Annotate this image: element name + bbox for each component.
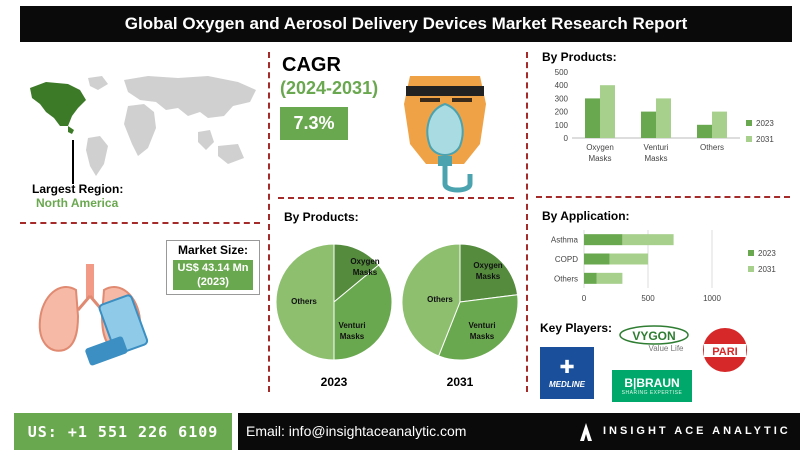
pie-slice-label: Oxygen xyxy=(350,257,379,266)
x-tick-label: 0 xyxy=(582,294,587,303)
pie-slice-label: Masks xyxy=(340,332,365,341)
pie-slice-label: Others xyxy=(427,295,453,304)
x-tick-label: 1000 xyxy=(703,294,721,303)
legend-label-2031: 2031 xyxy=(758,265,776,274)
x-tick-label: Oxygen xyxy=(586,143,614,152)
footer-phone[interactable]: US: +1 551 226 6109 xyxy=(14,413,232,450)
footer-brand: INSIGHT ACE ANALYTIC xyxy=(603,425,791,437)
pie-slice-label: Masks xyxy=(470,332,495,341)
pie-slice-label: Others xyxy=(291,297,317,306)
divider-right xyxy=(536,196,790,198)
cagr-period: (2024-2031) xyxy=(280,78,379,98)
hbar-2023-1 xyxy=(584,253,610,265)
y-tick-label: COPD xyxy=(555,255,578,264)
bbraun-logo: B|BRAUN SHARING EXPERTISE xyxy=(612,370,692,402)
x-tick-label: Venturi xyxy=(644,143,669,152)
pie-slice-label: Masks xyxy=(476,272,501,281)
market-size-value-line2: (2023) xyxy=(197,276,229,288)
hbar-2031-1 xyxy=(609,253,648,265)
medline-logo-text: MEDLINE xyxy=(549,379,585,389)
bar-2023-2 xyxy=(697,124,712,138)
bbraun-tagline: SHARING EXPERTISE xyxy=(621,390,683,396)
cagr-value: 7.3% xyxy=(280,107,348,140)
application-bar-chart: 0 500 1000 Asthma COPD Others 2023 2031 xyxy=(551,230,776,303)
pie-charts: Oxygen Masks Venturi Masks Others 2023 Oxygen M… xyxy=(275,243,519,389)
divider-middle xyxy=(278,197,514,199)
divider-vertical-1 xyxy=(268,52,270,392)
world-map-icon xyxy=(30,76,256,176)
region-pointer-line xyxy=(72,140,74,184)
y-tick-label: 200 xyxy=(555,108,569,117)
key-players-heading: Key Players: xyxy=(540,321,613,335)
market-size-label: Market Size: xyxy=(177,243,249,257)
pie-slice-venturi-masks xyxy=(437,294,519,361)
report-title: Global Oxygen and Aerosol Delivery Devic… xyxy=(20,6,792,42)
medline-star-icon: ✚ xyxy=(559,356,575,377)
medline-logo: ✚ MEDLINE xyxy=(540,347,594,399)
footer-bar: Email: info@insightaceanalytic.com INSIG… xyxy=(238,413,800,450)
pie-slice-others xyxy=(401,243,461,357)
x-tick-label: Others xyxy=(700,143,724,152)
y-tick-label: Asthma xyxy=(551,236,579,245)
insight-ace-logo-icon xyxy=(580,423,592,441)
legend-label-2023: 2023 xyxy=(758,249,776,258)
legend-label-2031: 2031 xyxy=(756,135,774,144)
products-heading: By Products: xyxy=(542,50,617,64)
bar-2023-1 xyxy=(641,111,656,138)
vygon-logo: VYGON Value Life xyxy=(618,324,690,352)
vygon-logo-text: VYGON xyxy=(632,329,675,343)
largest-region-value: North America xyxy=(36,196,119,210)
pari-logo: PARI xyxy=(700,326,750,374)
products-bar-chart: 0 100 200 300 400 500 Oxygen Masks Venturi Masks O… xyxy=(555,68,775,163)
pie-slice-label: Venturi xyxy=(338,321,365,330)
y-tick-label: 0 xyxy=(564,134,569,143)
x-tick-label: 500 xyxy=(641,294,655,303)
pie-slice-oxygen-masks xyxy=(333,243,380,304)
footer-email[interactable]: Email: info@insightaceanalytic.com xyxy=(246,423,467,439)
market-size-value-line1: US$ 43.14 Mn xyxy=(177,262,249,274)
vygon-tagline: Value Life xyxy=(649,344,685,352)
hbar-2031-0 xyxy=(622,234,674,246)
cagr-label: CAGR xyxy=(282,54,341,76)
market-size-value: US$ 43.14 Mn (2023) xyxy=(173,260,253,290)
application-heading: By Application: xyxy=(542,209,630,223)
legend-swatch-2031 xyxy=(748,266,754,272)
bar-2023-0 xyxy=(585,98,600,138)
divider-vertical-2 xyxy=(526,52,528,392)
x-tick-label: Masks xyxy=(588,154,611,163)
pari-logo-text: PARI xyxy=(712,346,737,358)
bar-2031-2 xyxy=(712,111,727,138)
pie-heading: By Products: xyxy=(284,210,359,224)
x-tick-label: Masks xyxy=(644,154,667,163)
pie-slice-others xyxy=(275,243,335,361)
pie-slice-label: Oxygen xyxy=(473,261,502,270)
y-tick-label: 500 xyxy=(555,68,569,77)
legend-label-2023: 2023 xyxy=(756,119,774,128)
bar-2031-0 xyxy=(600,85,615,138)
legend-swatch-2023 xyxy=(748,250,754,256)
pie-year-label: 2031 xyxy=(447,375,474,389)
y-tick-label: 300 xyxy=(555,94,569,103)
largest-region-label: Largest Region: xyxy=(32,182,124,196)
pie-year-label: 2023 xyxy=(321,375,348,389)
y-tick-label: Others xyxy=(554,274,578,283)
pie-slice-oxygen-masks xyxy=(459,243,519,303)
legend-swatch-2023 xyxy=(746,120,752,126)
y-tick-label: 400 xyxy=(555,81,569,90)
bar-2031-1 xyxy=(656,98,671,138)
oxygen-mask-icon xyxy=(404,76,486,193)
y-tick-label: 100 xyxy=(555,121,569,130)
market-size-box: Market Size: US$ 43.14 Mn (2023) xyxy=(166,240,260,295)
hbar-2023-0 xyxy=(584,234,623,246)
bbraun-logo-text: B|BRAUN xyxy=(624,376,680,390)
pie-slice-label: Masks xyxy=(353,268,378,277)
divider-left xyxy=(20,222,260,224)
pie-slice-venturi-masks xyxy=(333,264,393,361)
lungs-inhaler-icon xyxy=(38,264,149,366)
hbar-2031-2 xyxy=(596,272,623,284)
hbar-2023-2 xyxy=(584,272,597,284)
legend-swatch-2031 xyxy=(746,136,752,142)
pie-slice-label: Venturi xyxy=(468,321,495,330)
